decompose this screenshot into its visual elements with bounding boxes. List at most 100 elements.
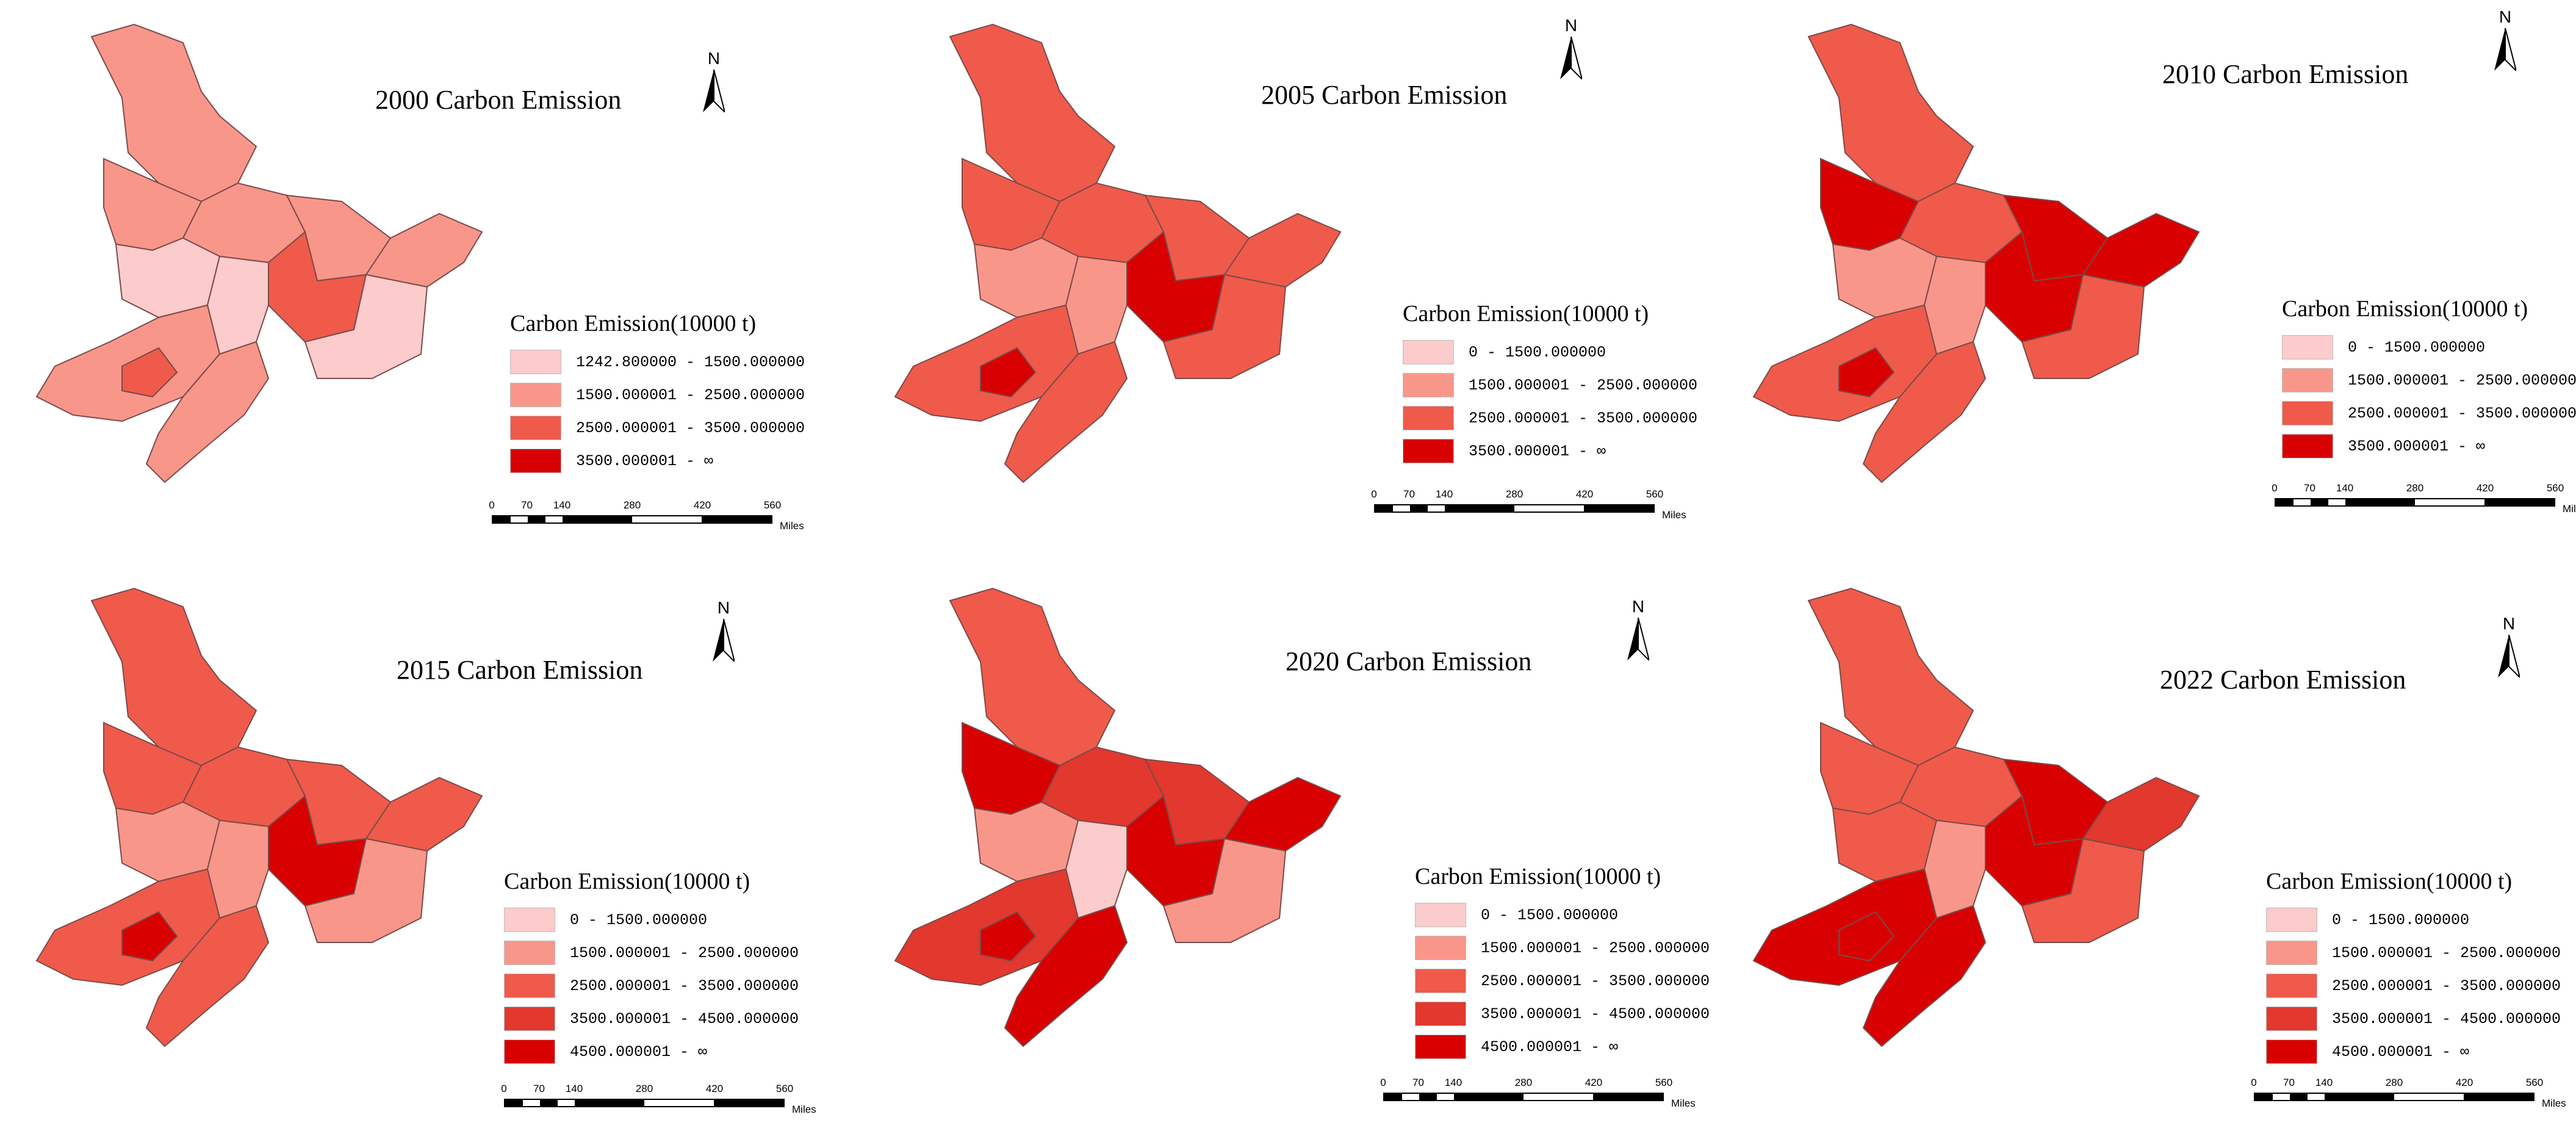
legend: Carbon Emission(10000 t) 0 - 1500.000000… (504, 868, 799, 1068)
map-panel-2000: 2000 Carbon Emission N Carbon Emission(1… (0, 0, 858, 564)
region-southeast (2021, 273, 2145, 379)
scale-tick-label: 140 (2315, 1077, 2333, 1088)
map-panel-2010: 2010 Carbon Emission N Carbon Emission(1… (1717, 0, 2576, 564)
region-far-north (1807, 587, 1974, 767)
region-map (35, 23, 483, 483)
legend-title: Carbon Emission(10000 t) (1415, 864, 1661, 889)
scale-tick-label: 560 (1655, 1077, 1673, 1088)
legend-title: Carbon Emission(10000 t) (504, 869, 750, 894)
scale-tick-label: 560 (763, 499, 782, 511)
region-northeast-tip (2082, 212, 2200, 288)
north-label: N (1564, 16, 1578, 35)
scale-tick-label: 560 (1646, 488, 1664, 500)
legend-item: 3500.000001 - ∞ (510, 444, 805, 477)
region-southwest-city (121, 911, 178, 962)
scale-bar-segment (1445, 505, 1514, 512)
scale-bar-segment (1392, 505, 1410, 512)
legend-item: 1500.000001 - 2500.000000 (504, 936, 799, 969)
map-title: 2015 Carbon Emission (397, 655, 643, 685)
map-title: 2010 Carbon Emission (2162, 59, 2409, 89)
scale-bar-segment (714, 1100, 783, 1106)
legend: Carbon Emission(10000 t) 0 - 1500.000000… (2282, 295, 2576, 463)
scale-unit-label: Miles (1662, 509, 1686, 521)
scale-bar-segment (575, 1100, 644, 1106)
scale-bar-segment (644, 1100, 714, 1106)
scale-bar-segment (1419, 1094, 1437, 1100)
legend-label: 1500.000001 - 2500.000000 (1469, 376, 1698, 394)
legend-swatch (1415, 903, 1466, 927)
scale-tick-label: 70 (521, 499, 533, 511)
region-far-north (949, 587, 1116, 767)
legend-title: Carbon Emission(10000 t) (510, 311, 757, 336)
map-title: 2005 Carbon Emission (1261, 80, 1508, 110)
scale-bar-segments (2275, 498, 2555, 507)
scale-tick-label: 280 (2385, 1077, 2403, 1088)
scale-bar-segment (1436, 1094, 1454, 1100)
scale-bar-segment (522, 1100, 540, 1106)
region-map (894, 587, 1342, 1047)
legend-swatch (504, 941, 555, 965)
legend-item: 1500.000001 - 2500.000000 (2266, 936, 2561, 969)
scale-tick-label: 420 (1585, 1077, 1603, 1088)
legend-swatch (1403, 406, 1454, 430)
legend-item: 1500.000001 - 2500.000000 (2282, 364, 2576, 397)
scale-bar-segment (2484, 499, 2554, 505)
scale-unit-label: Miles (2563, 503, 2576, 515)
legend-swatch (1415, 969, 1466, 993)
map-title: 2020 Carbon Emission (1286, 646, 1532, 676)
scale-bar-segment (1384, 1094, 1402, 1100)
north-arrow-icon: N (2487, 7, 2524, 74)
region-southwest-city (1838, 911, 1895, 962)
legend-swatch (2266, 1007, 2317, 1031)
scale-tick-label: 280 (1505, 488, 1524, 500)
scale-bar-segment (510, 516, 528, 522)
legend-swatch (510, 416, 561, 440)
legend-swatch (504, 1039, 555, 1064)
region-northeast-tip (2082, 776, 2200, 852)
scale-bar-segment (540, 1100, 558, 1106)
scale-bar-segment (1593, 1094, 1663, 1100)
legend-swatch (1415, 1035, 1466, 1059)
region-map (1752, 587, 2200, 1047)
scale-bar-segments (2254, 1093, 2535, 1101)
scale-tick-label: 0 (489, 499, 495, 511)
region-far-north (949, 23, 1116, 203)
legend-item: 1500.000001 - 2500.000000 (1403, 369, 1697, 402)
scale-bar-segment (1584, 505, 1653, 512)
legend-item: 4500.000001 - ∞ (1415, 1030, 1710, 1063)
north-arrow-icon: N (1553, 16, 1589, 83)
legend-label: 3500.000001 - ∞ (1469, 442, 1606, 460)
scale-tick-label: 70 (533, 1083, 545, 1094)
legend-swatch (2282, 335, 2333, 360)
legend-item: 2500.000001 - 3500.000000 (504, 969, 799, 1002)
legend-item: 4500.000001 - ∞ (504, 1035, 799, 1068)
map-panel-2015: 2015 Carbon Emission N Carbon Emission(1… (0, 564, 858, 1128)
scale-tick-label: 140 (1444, 1077, 1462, 1088)
scale-bar: 0 70 140 280 420 560 Miles (2272, 482, 2576, 519)
legend-label: 3500.000001 - 4500.000000 (570, 1010, 799, 1028)
scale-bar: 0 70 140 280 420 560 Miles (1371, 488, 1686, 525)
legend-item: 2500.000001 - 3500.000000 (510, 411, 805, 444)
map-panel-2005: 2005 Carbon Emission N Carbon Emission(1… (858, 0, 1717, 564)
legend-item: 2500.000001 - 3500.000000 (1415, 964, 1710, 997)
legend-label: 2500.000001 - 3500.000000 (570, 977, 799, 995)
scale-tick-label: 560 (2525, 1077, 2544, 1088)
map-title: 2000 Carbon Emission (375, 85, 622, 115)
region-southeast (304, 837, 428, 943)
region-map (894, 23, 1342, 483)
legend-label: 1500.000001 - 2500.000000 (2332, 944, 2561, 962)
scale-tick-label: 420 (693, 499, 711, 511)
scale-bar: 0 70 140 280 420 560 Miles (2251, 1077, 2566, 1113)
region-map (1752, 23, 2200, 483)
legend-item: 1500.000001 - 2500.000000 (1415, 931, 1710, 964)
legend-label: 1500.000001 - 2500.000000 (576, 386, 805, 404)
region-southeast (304, 273, 428, 379)
legend-swatch (510, 383, 561, 407)
map-panel-2022: 2022 Carbon Emission N Carbon Emission(1… (1717, 564, 2575, 1128)
scale-bar: 0 70 140 280 420 560 Miles (501, 1083, 816, 1119)
region-northeast-tip (1223, 776, 1342, 852)
scale-bar-segment (545, 516, 563, 522)
scale-bar: 0 70 140 280 420 560 Miles (1380, 1077, 1695, 1113)
legend-label: 1242.800000 - 1500.000000 (576, 353, 805, 371)
region-far-north (90, 23, 257, 203)
